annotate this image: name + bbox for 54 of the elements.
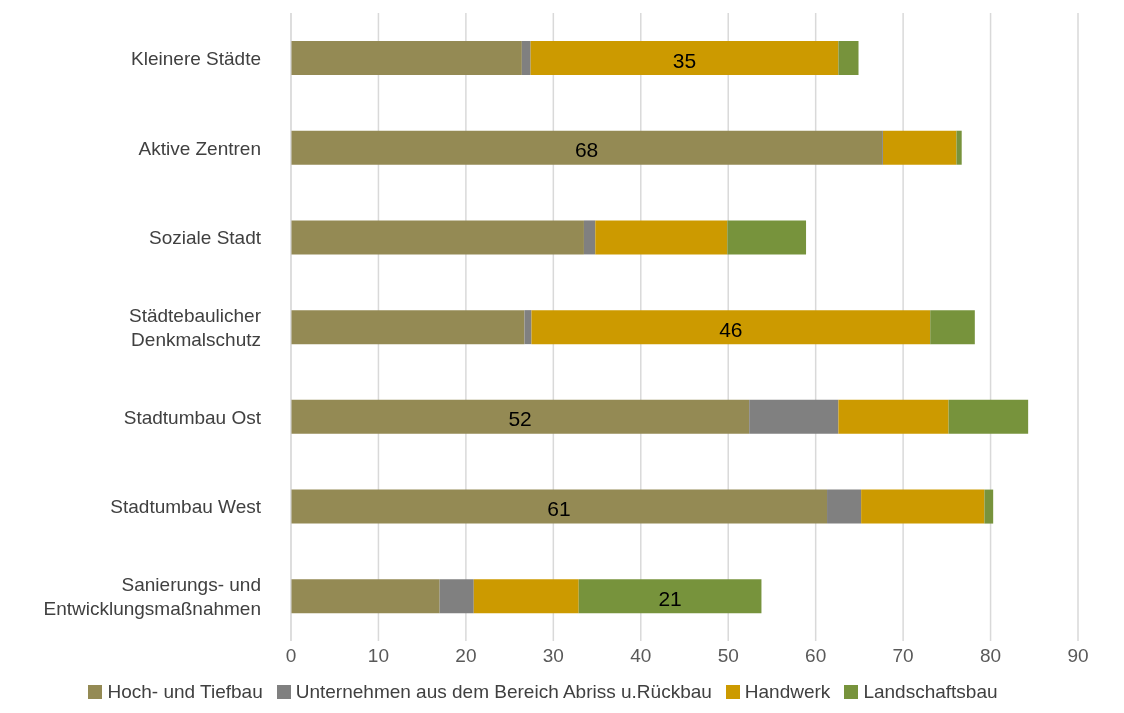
y-tick-label: Sanierungs- und Entwicklungsmaßnahmen xyxy=(43,573,261,619)
x-tick-label: 20 xyxy=(455,645,477,667)
bar xyxy=(530,41,839,75)
bar xyxy=(883,130,957,165)
x-tick-label: 40 xyxy=(630,645,652,667)
legend-label: Unternehmen aus dem Bereich Abriss u.Rückbau xyxy=(295,681,712,703)
data-label: 35 xyxy=(672,48,697,72)
legend-label: Landschaftsbau xyxy=(863,681,998,703)
y-tick-label: Aktive Zentren xyxy=(138,137,261,159)
bar xyxy=(749,399,839,434)
x-tick-label: 10 xyxy=(367,645,390,667)
bar xyxy=(524,310,532,345)
bar xyxy=(727,220,807,255)
bar xyxy=(838,399,949,434)
bar xyxy=(291,220,584,255)
bar xyxy=(291,579,440,614)
bar xyxy=(291,41,522,75)
bar xyxy=(291,310,525,345)
bar xyxy=(956,130,962,165)
bar xyxy=(291,399,750,434)
x-tick-label: 60 xyxy=(805,645,827,667)
y-tick-label: Stadtumbau West xyxy=(110,495,262,517)
x-tick-label: 50 xyxy=(717,645,739,667)
bar xyxy=(595,220,728,255)
x-tick-label: 90 xyxy=(1067,645,1089,667)
bar xyxy=(984,489,994,524)
x-tick-label: 80 xyxy=(979,645,1002,667)
bar xyxy=(439,579,474,614)
bar xyxy=(291,489,828,524)
x-tick-label: 0 xyxy=(285,645,297,667)
bar xyxy=(583,220,596,255)
bar xyxy=(827,489,862,524)
y-tick-label: Stadtumbau Ost xyxy=(123,406,262,428)
y-tick-label: Soziale Stadt xyxy=(149,226,262,248)
data-label: 52 xyxy=(508,407,532,431)
legend-label: Handwerk xyxy=(744,681,831,703)
bar xyxy=(838,41,859,75)
legend-label: Hoch- und Tiefbau xyxy=(107,681,263,703)
bar xyxy=(521,41,531,75)
bar xyxy=(291,130,883,165)
bar xyxy=(578,579,762,614)
data-label: 46 xyxy=(719,317,743,341)
bar xyxy=(473,579,579,614)
bar xyxy=(531,310,931,345)
data-label: 68 xyxy=(574,138,599,162)
y-tick-label: Kleinere Städte xyxy=(131,47,261,69)
bar xyxy=(861,489,985,524)
data-label: 21 xyxy=(658,586,682,610)
bar xyxy=(930,310,975,345)
data-label: 61 xyxy=(547,497,571,521)
y-tick-label: Städtebaulicher Denkmalschutz xyxy=(128,304,262,350)
x-tick-label: 70 xyxy=(892,645,914,667)
bar xyxy=(948,399,1029,434)
x-tick-label: 30 xyxy=(542,645,564,667)
